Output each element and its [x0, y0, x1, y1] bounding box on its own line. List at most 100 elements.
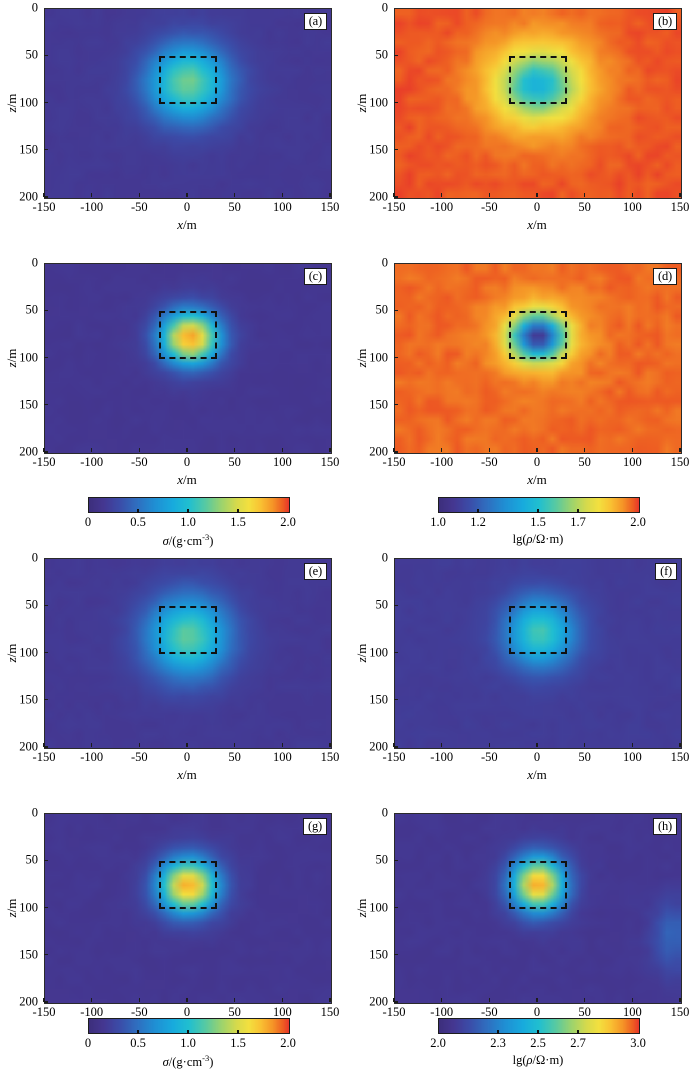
x-tick-label: 50: [578, 200, 591, 214]
x-tick-label: 100: [622, 455, 642, 469]
x-tick-label: 100: [622, 1005, 642, 1019]
x-tick-label: -50: [480, 750, 498, 764]
x-tick-label: -50: [130, 455, 148, 469]
y-tick: [394, 404, 398, 406]
x-tick-label: -50: [130, 750, 148, 764]
x-tick: [186, 998, 188, 1002]
colorbar-gradient[interactable]: [438, 497, 640, 513]
y-tick: [44, 309, 48, 311]
y-tick-label: 200: [19, 739, 38, 754]
x-tick: [679, 448, 681, 452]
panel-label: (g): [303, 818, 327, 835]
y-tick-label: 100: [19, 350, 38, 364]
y-tick-label: 150: [19, 692, 38, 707]
colorbar-tick-label: 1.0: [430, 515, 446, 529]
x-tick-label: 50: [578, 750, 591, 764]
x-tick: [329, 998, 331, 1002]
colorbar-tick-label: 1.5: [230, 1036, 246, 1050]
x-tick-label: -100: [80, 750, 104, 764]
y-tick: [394, 101, 398, 104]
x-tick: [441, 448, 443, 452]
colorbar-tick: [237, 509, 239, 513]
y-tick-label: 150: [369, 692, 388, 707]
x-tick: [584, 193, 586, 197]
x-tick-label: 50: [228, 455, 241, 469]
heatmap-plot-area[interactable]: (f): [394, 558, 682, 749]
panel-label: (f): [655, 563, 677, 580]
colorbar-tick-label: 2.0: [280, 1036, 296, 1050]
y-tick-label: 50: [375, 852, 389, 867]
colorbar-gradient[interactable]: [88, 497, 290, 513]
x-tick-label: -50: [130, 1005, 148, 1019]
x-tick-label: -150: [382, 1005, 406, 1019]
heatmap-plot-area[interactable]: (c): [44, 263, 332, 454]
x-tick-label: 100: [622, 200, 642, 214]
x-tick: [393, 193, 395, 197]
colorbar-tick-label: 1.0: [180, 515, 196, 529]
heatmap-plot-area[interactable]: (e): [44, 558, 332, 749]
y-tick-label: 100: [19, 645, 38, 659]
x-tick-label: 50: [228, 1005, 241, 1019]
heatmap-plot-area[interactable]: (g): [44, 813, 332, 1004]
colorbar-title: σ/(g·cm-3): [162, 1053, 214, 1070]
y-tick-label: 0: [381, 550, 388, 565]
colorbar-tick-label: 1.7: [570, 515, 586, 529]
y-tick-label: 0: [381, 255, 388, 270]
x-tick: [441, 998, 443, 1002]
y-tick: [44, 54, 48, 56]
colorbar-tick: [477, 509, 479, 513]
y-tick: [394, 746, 398, 748]
colorbar-tick: [537, 509, 539, 513]
y-tick-label: 0: [31, 550, 38, 565]
x-tick: [536, 998, 538, 1002]
colorbar-cb_res_bot: 2.0 2.3 2.5 2.7 3.0 lg(ρ/Ω·m): [430, 1018, 646, 1067]
x-tick-label: 50: [228, 750, 241, 764]
x-tick: [488, 998, 490, 1002]
x-tick-label: -50: [130, 200, 148, 214]
heatmap-canvas: [45, 814, 331, 1003]
x-tick: [138, 998, 140, 1002]
x-tick: [43, 998, 45, 1002]
colorbar-tick-label: 0: [84, 515, 92, 529]
x-axis-title: x/m: [177, 217, 197, 232]
colorbar-gradient[interactable]: [438, 1018, 640, 1034]
x-tick-label: -150: [382, 200, 406, 214]
y-tick: [44, 196, 48, 198]
y-tick: [394, 906, 398, 909]
x-axis-title: x/m: [177, 767, 197, 782]
y-tick: [394, 149, 398, 151]
colorbar-cb_res_top: 1.0 1.2 1.5 1.7 2.0 lg(ρ/Ω·m): [430, 497, 646, 546]
y-tick-label: 100: [19, 95, 38, 109]
x-tick: [43, 448, 45, 452]
y-tick: [394, 604, 398, 606]
heatmap-plot-area[interactable]: (a): [44, 8, 332, 199]
y-tick-label: 50: [375, 47, 389, 62]
heatmap-plot-area[interactable]: (b): [394, 8, 682, 199]
y-tick-label: 200: [369, 444, 388, 459]
y-tick-label: 150: [19, 142, 38, 157]
heatmap-plot-area[interactable]: (h): [394, 813, 682, 1004]
panel-label: (e): [303, 563, 327, 580]
y-tick: [394, 859, 398, 861]
x-tick-label: 100: [622, 750, 642, 764]
y-tick-label: 100: [19, 900, 38, 914]
x-axis-title: x/m: [177, 472, 197, 487]
y-tick-label: 0: [31, 0, 38, 15]
y-tick: [44, 1001, 48, 1003]
y-tick: [394, 954, 398, 956]
y-tick-label: 200: [369, 739, 388, 754]
x-tick-label: 50: [578, 455, 591, 469]
x-tick-label: -50: [480, 455, 498, 469]
y-tick-label: 50: [375, 597, 389, 612]
x-tick: [679, 998, 681, 1002]
colorbar-tick: [497, 1030, 499, 1034]
colorbar-tick-label: 3.0: [630, 1036, 646, 1050]
heatmap-plot-area[interactable]: (d): [394, 263, 682, 454]
x-tick-label: 150: [670, 200, 690, 214]
x-tick-label: 0: [183, 455, 191, 469]
x-tick: [536, 448, 538, 452]
colorbar-gradient[interactable]: [88, 1018, 290, 1034]
x-tick: [186, 193, 188, 197]
